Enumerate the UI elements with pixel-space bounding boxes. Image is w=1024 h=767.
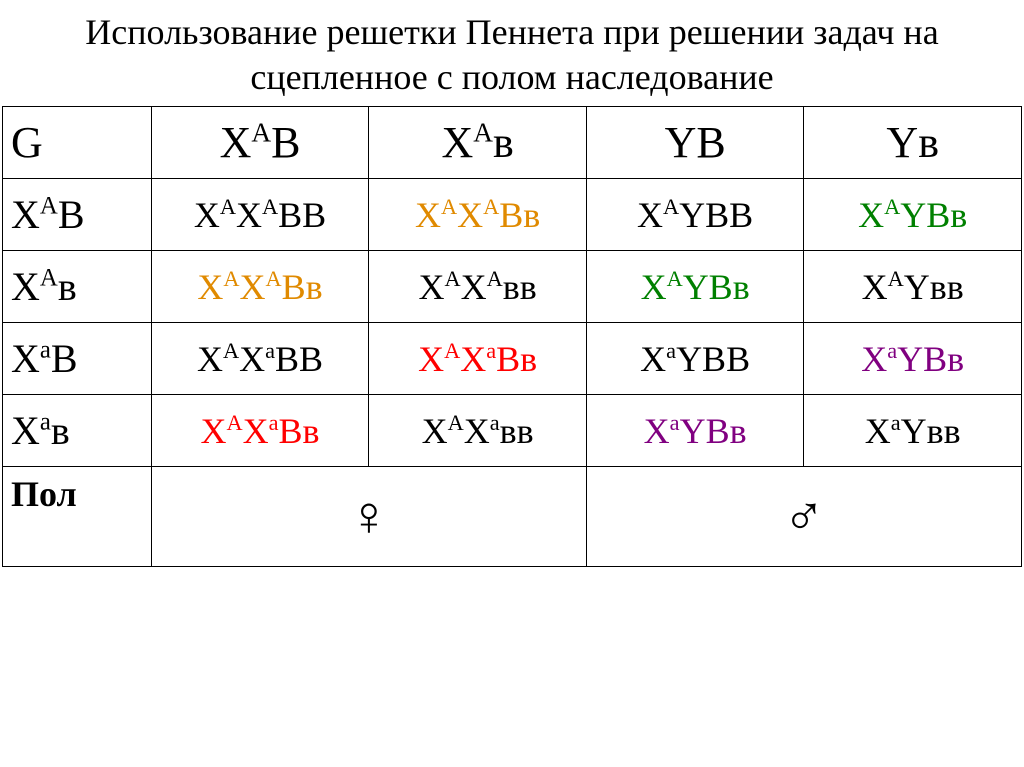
col-header: YB — [586, 107, 804, 179]
row-header: XAв — [3, 251, 152, 323]
genotype-cell: XaYBB — [586, 323, 804, 395]
genotype-cell: XAYBв — [586, 251, 804, 323]
row-header: XAB — [3, 179, 152, 251]
header-row: G XAB XAв YB Yв — [3, 107, 1022, 179]
page-container: Использование решетки Пеннета при решени… — [0, 0, 1024, 571]
genotype-cell: XAXaBB — [151, 323, 369, 395]
genotype-cell: XAYвв — [804, 251, 1022, 323]
col-header: XAB — [151, 107, 369, 179]
genotype-cell: XAXABв — [151, 251, 369, 323]
genotype-cell: XAXABB — [151, 179, 369, 251]
page-title: Использование решетки Пеннета при решени… — [2, 10, 1022, 100]
female-symbol-icon: ♀ — [348, 486, 390, 548]
genotype-cell: XAXaBв — [151, 395, 369, 467]
female-cell: ♀ — [151, 467, 586, 567]
punnett-table: G XAB XAв YB Yв XAB XAXABB XAXABв XAYBB … — [2, 106, 1022, 567]
genotype-cell: XAXAвв — [369, 251, 587, 323]
table-row: XAв XAXABв XAXAвв XAYBв XAYвв — [3, 251, 1022, 323]
table-row: XAB XAXABB XAXABв XAYBB XAYBв — [3, 179, 1022, 251]
genotype-cell: XAYBB — [586, 179, 804, 251]
genotype-cell: XAXABв — [369, 179, 587, 251]
male-cell: ♂ — [586, 467, 1021, 567]
col-header: Yв — [804, 107, 1022, 179]
col-header: XAв — [369, 107, 587, 179]
table-row: XaB XAXaBB XAXaBв XaYBB XaYBв — [3, 323, 1022, 395]
sex-row: Пол ♀ ♂ — [3, 467, 1022, 567]
genotype-cell: XaYBв — [586, 395, 804, 467]
genotype-cell: XaYBв — [804, 323, 1022, 395]
genotype-cell: XaYвв — [804, 395, 1022, 467]
row-header: XaB — [3, 323, 152, 395]
genotype-cell: XAYBв — [804, 179, 1022, 251]
genotype-cell: XAXaвв — [369, 395, 587, 467]
male-symbol-icon: ♂ — [783, 486, 825, 548]
corner-cell: G — [3, 107, 152, 179]
genotype-cell: XAXaBв — [369, 323, 587, 395]
table-row: Xaв XAXaBв XAXaвв XaYBв XaYвв — [3, 395, 1022, 467]
row-header: Xaв — [3, 395, 152, 467]
sex-row-label: Пол — [3, 467, 152, 567]
